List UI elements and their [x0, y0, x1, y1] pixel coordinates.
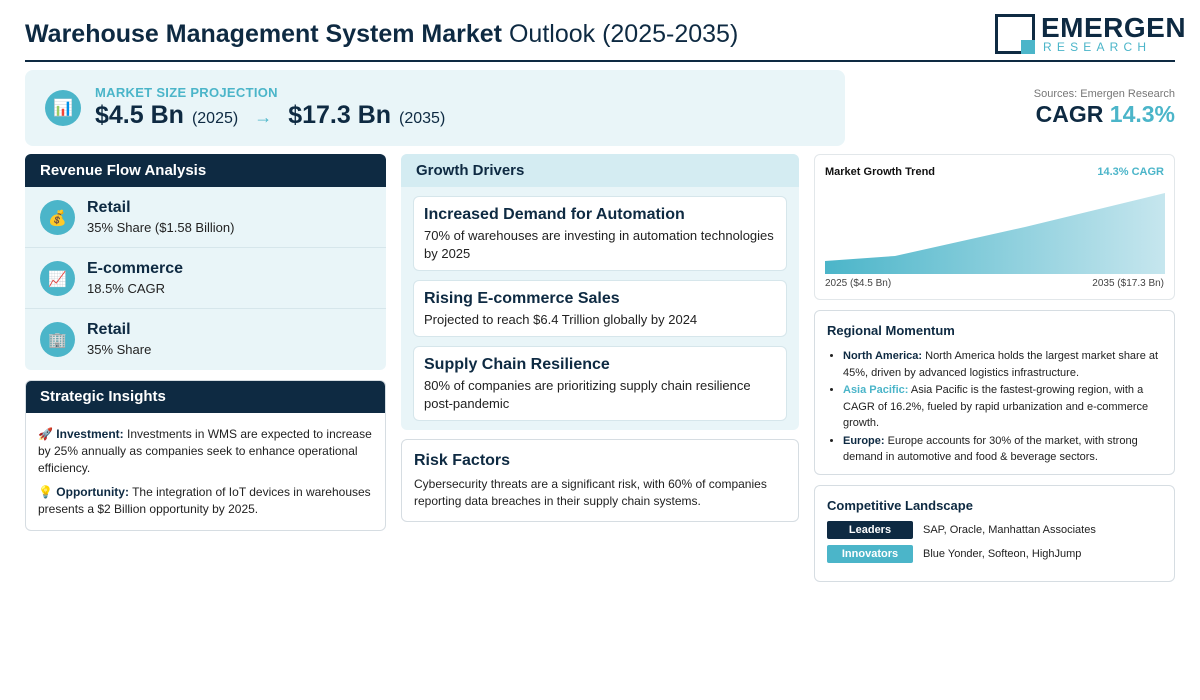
insight-opportunity: 💡 Opportunity: The integration of IoT de…	[38, 484, 378, 518]
leaders-badge: Leaders	[827, 521, 913, 539]
revenue-item-sub: 35% Share	[87, 342, 152, 357]
trend-end-label: 2035 ($17.3 Bn)	[1092, 278, 1164, 289]
revenue-item-title: E-commerce	[87, 260, 184, 277]
trend-title: Market Growth Trend	[825, 166, 936, 178]
start-year: (2025)	[191, 110, 239, 127]
cagr-value: 14.3%	[1109, 101, 1175, 127]
driver-text: 70% of warehouses are investing in autom…	[424, 228, 774, 261]
list-item: North America: North America holds the l…	[843, 348, 1162, 381]
rocket-icon: 🚀	[38, 427, 53, 441]
region-label: North America:	[843, 350, 923, 362]
list-item: Asia Pacific: Asia Pacific is the fastes…	[843, 382, 1162, 432]
lightbulb-icon: 💡	[38, 485, 53, 499]
region-text: Asia Pacific is the fastest-growing regi…	[843, 384, 1149, 429]
revenue-item: 🏢 Retail 35% Share	[25, 309, 386, 370]
insight-label: Investment:	[56, 427, 124, 441]
revenue-item: 💰 Retail 35% Share ($1.58 Billion)	[25, 187, 386, 248]
driver-title: Rising E-commerce Sales	[424, 290, 620, 307]
driver-text: Projected to reach $6.4 Trillion globall…	[424, 312, 698, 327]
money-bag-icon: 💰	[40, 200, 75, 235]
competitive-landscape-title: Competitive Landscape	[827, 498, 973, 513]
projection-values: $4.5 Bn (2025) → $17.3 Bn (2035)	[95, 101, 453, 130]
sources-text: Sources: Emergen Research	[1033, 88, 1175, 100]
region-text: Europe accounts for 30% of the market, w…	[843, 434, 1138, 464]
page-title: Warehouse Management System Market Outlo…	[25, 20, 738, 49]
trend-cagr: 14.3% CAGR	[1097, 166, 1164, 178]
regional-momentum-card: Regional Momentum North America: North A…	[814, 310, 1175, 475]
revenue-flow-card: Revenue Flow Analysis 💰 Retail 35% Share…	[25, 154, 386, 370]
strategic-insights-card: Strategic Insights 🚀 Investment: Investm…	[25, 380, 386, 531]
competitor-row: Innovators Blue Yonder, Softeon, HighJum…	[827, 545, 1081, 563]
trend-area-chart	[825, 193, 1165, 274]
driver-item: Supply Chain Resilience 80% of companies…	[413, 346, 787, 421]
start-value: $4.5 Bn	[95, 101, 184, 129]
title-light: Outlook (2025-2035)	[508, 20, 739, 48]
revenue-flow-title: Revenue Flow Analysis	[25, 154, 386, 187]
trend-area	[825, 193, 1165, 274]
innovators-badge: Innovators	[827, 545, 913, 563]
projection-label: MARKET SIZE PROJECTION	[95, 85, 278, 100]
region-text: North America holds the largest market s…	[843, 350, 1159, 379]
regional-momentum-title: Regional Momentum	[827, 323, 955, 338]
revenue-item-sub: 18.5% CAGR	[87, 281, 166, 296]
competitor-names: SAP, Oracle, Manhattan Associates	[923, 524, 1096, 536]
header: Warehouse Management System Market Outlo…	[25, 12, 1186, 62]
logo-mark-icon	[995, 14, 1035, 54]
market-growth-trend-card: Market Growth Trend 14.3% CAGR 2025 ($4.…	[814, 154, 1175, 300]
revenue-item-title: Retail	[87, 199, 131, 216]
driver-text: 80% of companies are prioritizing supply…	[424, 378, 751, 411]
trend-chart-icon: 📈	[40, 261, 75, 296]
driver-title: Increased Demand for Automation	[424, 206, 685, 223]
driver-title: Supply Chain Resilience	[424, 356, 610, 373]
end-value: $17.3 Bn	[288, 101, 392, 129]
emergen-logo: EMERGEN RESEARCH	[995, 14, 1186, 56]
region-label: Asia Pacific:	[843, 384, 909, 396]
risk-factors-text: Cybersecurity threats are a significant …	[414, 477, 767, 508]
region-label: Europe:	[843, 434, 885, 447]
revenue-item: 📈 E-commerce 18.5% CAGR	[25, 248, 386, 309]
competitive-landscape-card: Competitive Landscape Leaders SAP, Oracl…	[814, 485, 1175, 582]
strategic-insights-title: Strategic Insights	[26, 381, 385, 413]
bar-chart-icon: 📊	[45, 90, 81, 126]
list-item: Europe: Europe accounts for 30% of the m…	[843, 433, 1162, 466]
risk-factors-card: Risk Factors Cybersecurity threats are a…	[401, 439, 799, 522]
insight-investment: 🚀 Investment: Investments in WMS are exp…	[38, 426, 378, 477]
competitor-names: Blue Yonder, Softeon, HighJump	[923, 548, 1082, 560]
cagr-label: CAGR	[1035, 101, 1104, 127]
regional-list: North America: North America holds the l…	[827, 348, 1162, 466]
end-year: (2035)	[399, 110, 446, 127]
logo-main-text: EMERGEN	[1041, 12, 1187, 43]
building-icon: 🏢	[40, 322, 75, 357]
insight-text: The integration of IoT devices in wareho…	[38, 485, 371, 516]
competitor-row: Leaders SAP, Oracle, Manhattan Associate…	[827, 521, 1096, 539]
cagr-summary: CAGR 14.3%	[1036, 101, 1175, 128]
risk-factors-title: Risk Factors	[414, 452, 511, 469]
revenue-item-title: Retail	[87, 321, 131, 338]
trend-start-label: 2025 ($4.5 Bn)	[825, 278, 892, 289]
logo-sub-text: RESEARCH	[1043, 40, 1152, 54]
insight-text: Investments in WMS are expected to incre…	[38, 427, 372, 475]
growth-drivers-card: Growth Drivers Increased Demand for Auto…	[401, 154, 799, 430]
revenue-item-sub: 35% Share ($1.58 Billion)	[87, 220, 235, 235]
driver-item: Increased Demand for Automation 70% of w…	[413, 196, 787, 271]
driver-item: Rising E-commerce Sales Projected to rea…	[413, 280, 787, 337]
title-bold: Warehouse Management System Market	[25, 20, 503, 48]
insight-label: Opportunity:	[56, 485, 129, 499]
arrow-right-icon: →	[254, 107, 273, 127]
growth-drivers-title: Growth Drivers	[401, 154, 799, 187]
market-size-projection: 📊 MARKET SIZE PROJECTION $4.5 Bn (2025) …	[25, 70, 845, 146]
